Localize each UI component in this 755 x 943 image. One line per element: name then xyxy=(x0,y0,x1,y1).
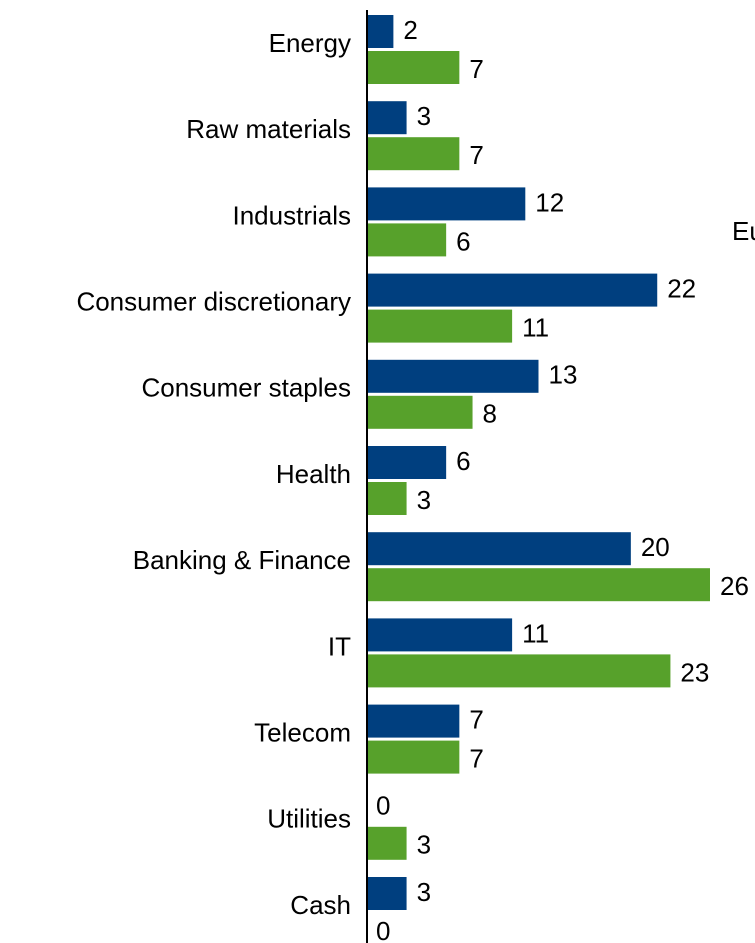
data-label: 13 xyxy=(549,360,578,390)
data-label: 3 xyxy=(417,830,431,860)
bar-series2 xyxy=(368,568,710,602)
bar-series1 xyxy=(368,877,407,910)
data-label: 3 xyxy=(417,877,431,907)
bar-series1 xyxy=(368,618,513,652)
bar-series2 xyxy=(368,137,460,171)
bar-series1 xyxy=(368,532,631,566)
category-label: Telecom xyxy=(254,717,351,747)
data-label: 7 xyxy=(469,140,483,170)
data-label: 11 xyxy=(522,312,549,342)
bar-series2 xyxy=(368,223,447,257)
bar-series1 xyxy=(368,273,658,307)
data-label: 23 xyxy=(680,657,709,687)
bar-series1 xyxy=(368,359,539,393)
bar-series2 xyxy=(368,740,460,774)
bar-series1 xyxy=(368,187,526,221)
data-label: 6 xyxy=(456,446,470,476)
data-label: 3 xyxy=(417,485,431,515)
bar-series1 xyxy=(368,704,460,738)
bar-series1 xyxy=(368,101,407,135)
data-label: 2 xyxy=(403,15,417,45)
category-label: Banking & Finance xyxy=(133,545,351,575)
category-label: Cash xyxy=(290,890,351,920)
bar-series2 xyxy=(368,309,513,343)
category-label: Energy xyxy=(269,28,351,58)
data-label: 3 xyxy=(417,101,431,131)
category-label: IT xyxy=(328,631,351,661)
category-label: Utilities xyxy=(267,804,351,834)
category-label: Raw materials xyxy=(186,114,351,144)
category-label: Industrials xyxy=(233,200,352,230)
data-label: 6 xyxy=(456,226,470,256)
bar-series2 xyxy=(368,395,473,429)
legend-partial-label: Eu xyxy=(732,216,755,246)
data-label: 20 xyxy=(641,532,670,562)
data-label: 7 xyxy=(469,743,483,773)
data-label: 7 xyxy=(469,704,483,734)
data-label: 12 xyxy=(535,187,564,217)
bar-series2 xyxy=(368,826,407,860)
data-label: 22 xyxy=(667,273,696,303)
bar-series1 xyxy=(368,15,394,48)
bar-series2 xyxy=(368,51,460,84)
data-label: 11 xyxy=(522,618,549,648)
data-label: 8 xyxy=(483,399,497,429)
data-label: 26 xyxy=(720,571,749,601)
data-label: 0 xyxy=(376,791,390,821)
bar-series2 xyxy=(368,654,671,688)
data-label: 0 xyxy=(376,916,390,943)
category-label: Health xyxy=(276,459,351,489)
category-label: Consumer staples xyxy=(141,373,351,403)
bar-series2 xyxy=(368,482,407,515)
data-label: 7 xyxy=(469,54,483,84)
bar-series1 xyxy=(368,446,447,479)
category-label: Consumer discretionary xyxy=(76,286,351,316)
